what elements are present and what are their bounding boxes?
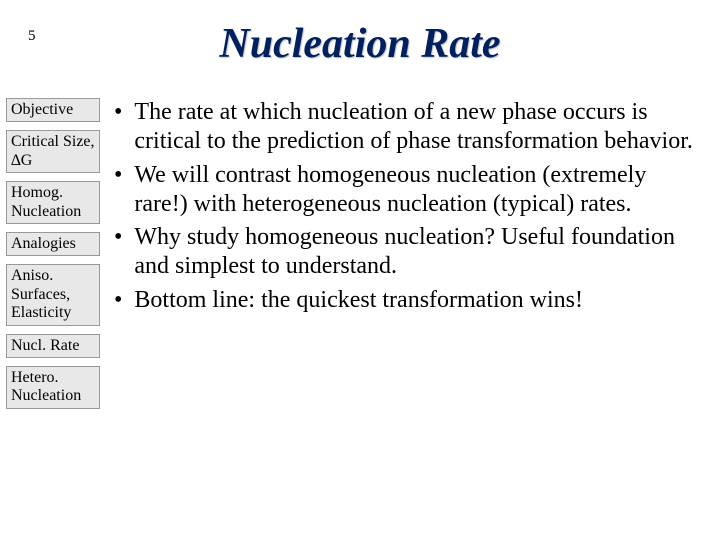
bullet-item: • The rate at which nucleation of a new … [108, 98, 700, 157]
bullet-item: • We will contrast homogeneous nucleatio… [108, 161, 700, 220]
bullet-text: We will contrast homogeneous nucleation … [134, 161, 700, 220]
sidebar: Objective Critical Size, ∆G Homog. Nucle… [0, 98, 100, 417]
slide-title: Nucleation Rate [0, 20, 720, 68]
bullet-marker-icon: • [108, 98, 134, 157]
sidebar-item-hetero-nucleation[interactable]: Hetero. Nucleation [6, 366, 100, 409]
content-area: Objective Critical Size, ∆G Homog. Nucle… [0, 98, 720, 417]
sidebar-item-analogies[interactable]: Analogies [6, 232, 100, 256]
sidebar-item-nucl-rate[interactable]: Nucl. Rate [6, 334, 100, 358]
bullet-text: The rate at which nucleation of a new ph… [134, 98, 700, 157]
sidebar-item-aniso-surfaces[interactable]: Aniso. Surfaces, Elasticity [6, 264, 100, 325]
bullet-marker-icon: • [108, 286, 134, 315]
bullet-text: Why study homogeneous nucleation? Useful… [134, 223, 700, 282]
bullet-marker-icon: • [108, 161, 134, 220]
sidebar-item-objective[interactable]: Objective [6, 98, 100, 122]
bullet-item: • Bottom line: the quickest transformati… [108, 286, 700, 315]
page-number: 5 [28, 28, 36, 45]
sidebar-item-critical-size[interactable]: Critical Size, ∆G [6, 130, 100, 173]
bullet-marker-icon: • [108, 223, 134, 282]
bullet-list: • The rate at which nucleation of a new … [108, 98, 700, 315]
main-content: • The rate at which nucleation of a new … [100, 98, 720, 417]
sidebar-item-homog-nucleation[interactable]: Homog. Nucleation [6, 181, 100, 224]
bullet-item: • Why study homogeneous nucleation? Usef… [108, 223, 700, 282]
bullet-text: Bottom line: the quickest transformation… [134, 286, 700, 315]
